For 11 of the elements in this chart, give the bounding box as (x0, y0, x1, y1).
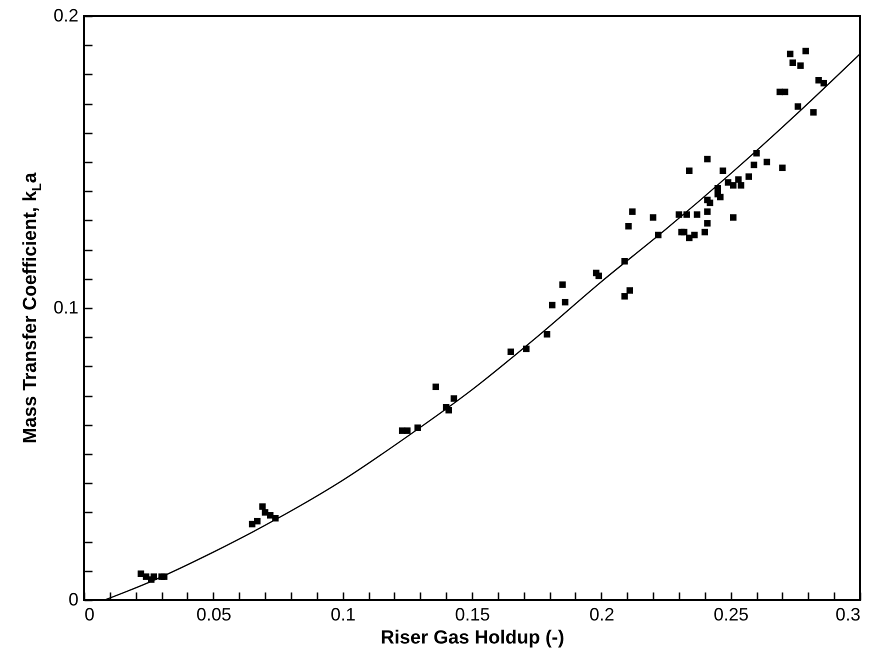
y-tick-label: 0.1 (53, 298, 78, 318)
x-tick-label: 0.1 (330, 604, 356, 624)
x-tick-label: 0.25 (714, 604, 749, 624)
x-tick-label: 0 (84, 604, 95, 624)
x-tick-label: 0.2 (589, 604, 614, 624)
x-axis-title: Riser Gas Holdup (-) (380, 628, 564, 648)
y-tick-label: 0 (68, 590, 78, 610)
y-tick-label: 0.2 (53, 6, 78, 26)
x-tick-label: 0.15 (454, 604, 490, 624)
x-tick-label: 0.05 (196, 604, 232, 624)
x-tick-label: 0.3 (835, 604, 860, 624)
